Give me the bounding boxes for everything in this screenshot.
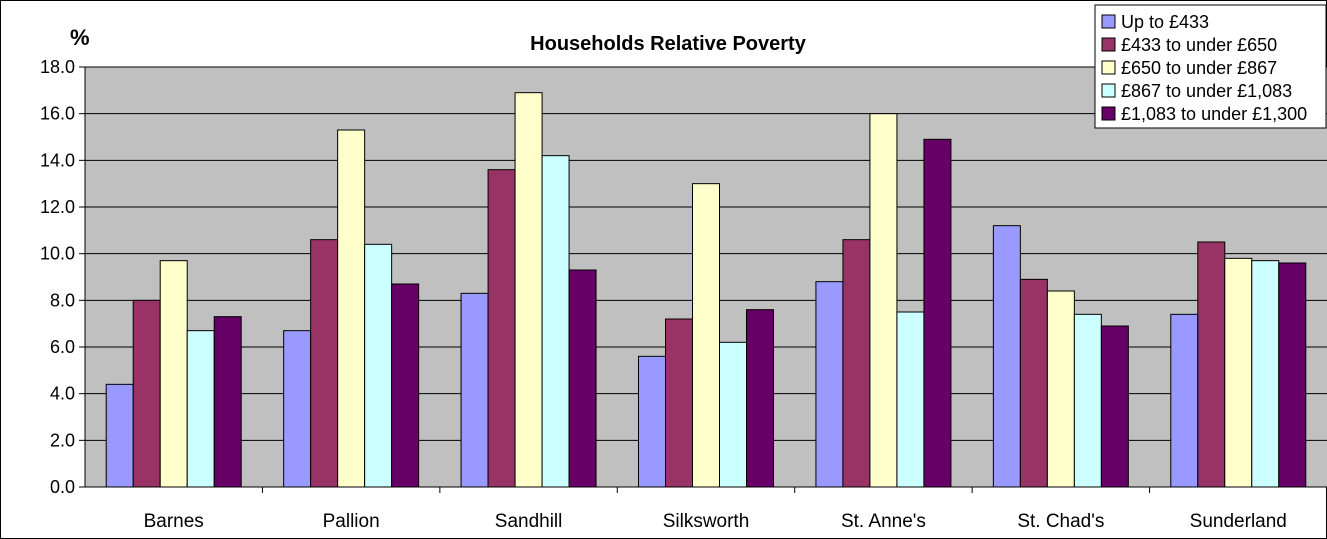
legend-swatch — [1101, 37, 1116, 52]
y-tick-label: 4.0 — [50, 384, 75, 404]
bar — [460, 292, 489, 488]
x-tick-label: Barnes — [144, 511, 204, 532]
bar — [869, 113, 898, 488]
bar — [514, 92, 543, 488]
legend-label: £650 to under £867 — [1121, 58, 1277, 78]
bar — [186, 330, 215, 488]
bar — [815, 281, 844, 488]
bar — [896, 311, 925, 488]
chart-title: Households Relative Poverty — [530, 33, 807, 55]
bar — [283, 330, 312, 488]
y-tick-label: 12.0 — [40, 197, 75, 217]
x-tick-label: Sunderland — [1190, 511, 1287, 532]
legend-label: £1,083 to under £1,300 — [1121, 104, 1307, 124]
bar — [1046, 290, 1075, 488]
bar — [638, 355, 666, 488]
bar — [1278, 262, 1307, 488]
bar — [1100, 325, 1129, 488]
bar — [337, 129, 366, 488]
legend-swatch — [1101, 14, 1116, 29]
x-axis: Barnes Pallion Sandhill Silksworth St. Anne'… — [85, 486, 1327, 532]
legend-label: £867 to under £1,083 — [1121, 81, 1292, 101]
bar — [159, 260, 188, 488]
bar — [568, 269, 597, 488]
legend-swatch — [1101, 60, 1116, 75]
y-tick-label: 8.0 — [50, 290, 75, 310]
bar — [1073, 313, 1102, 488]
bar — [310, 239, 339, 488]
y-axis-unit-label: % — [70, 25, 90, 50]
y-tick-label: 16.0 — [40, 104, 75, 124]
bar — [132, 299, 161, 488]
bar — [719, 341, 747, 488]
bar — [1197, 241, 1226, 488]
bar — [541, 155, 570, 488]
bar — [923, 138, 952, 488]
x-tick-label: St. Anne's — [841, 511, 926, 532]
x-tick-label: St. Chad's — [1017, 511, 1104, 532]
y-tick-label: 18.0 — [40, 57, 75, 77]
bar — [842, 239, 871, 488]
bar — [364, 243, 393, 488]
x-tick-label: Pallion — [323, 511, 380, 532]
x-tick-label: Sandhill — [495, 511, 563, 532]
bar — [213, 316, 242, 488]
x-tick-label: Silksworth — [663, 511, 750, 532]
bar — [1019, 278, 1048, 488]
y-tick-label: 10.0 — [40, 244, 75, 264]
y-tick-label: 6.0 — [50, 337, 75, 357]
y-axis: 0.0 2.0 4.0 6.0 8.0 10.0 12.0 14.0 16.0 18.0 — [40, 57, 86, 497]
legend-swatch — [1101, 106, 1116, 121]
bar — [1224, 257, 1253, 488]
legend-label: £433 to under £650 — [1121, 35, 1277, 55]
legend-swatch — [1101, 83, 1116, 98]
legend-label: Up to £433 — [1121, 12, 1209, 32]
y-tick-label: 2.0 — [50, 430, 75, 450]
bar — [391, 283, 420, 488]
bar — [692, 183, 720, 488]
y-tick-label: 0.0 — [50, 477, 75, 497]
bar — [665, 318, 693, 488]
bar — [1251, 260, 1280, 488]
bar — [487, 169, 516, 488]
legend-box — [1094, 4, 1327, 129]
bar — [992, 225, 1021, 488]
legend: Up to £433 £433 to under £650 £650 to unde… — [1094, 4, 1327, 129]
bar — [105, 383, 134, 488]
bar — [1170, 313, 1199, 488]
y-tick-label: 14.0 — [40, 150, 75, 170]
bars — [105, 92, 1307, 488]
bar — [746, 309, 774, 488]
